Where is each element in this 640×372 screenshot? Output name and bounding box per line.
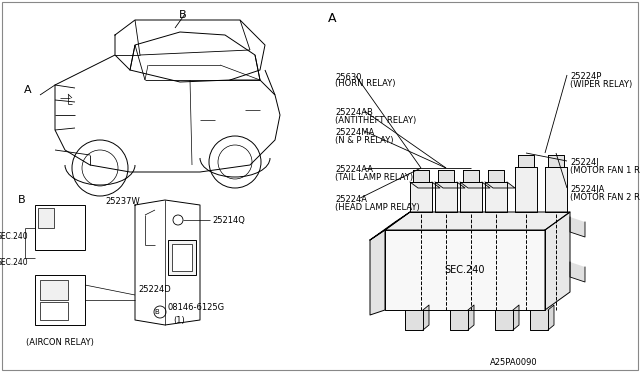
Text: B: B — [179, 10, 187, 20]
Text: (AIRCON RELAY): (AIRCON RELAY) — [26, 338, 94, 347]
Text: SEC.240: SEC.240 — [0, 232, 28, 241]
Text: (1): (1) — [173, 315, 185, 324]
Polygon shape — [468, 305, 474, 330]
Text: 25224J: 25224J — [570, 158, 599, 167]
Polygon shape — [495, 310, 513, 330]
Text: A: A — [328, 12, 337, 25]
Polygon shape — [410, 182, 432, 212]
Polygon shape — [515, 167, 537, 212]
Polygon shape — [463, 170, 479, 182]
Bar — [168, 240, 196, 275]
Polygon shape — [570, 262, 585, 282]
Polygon shape — [385, 212, 570, 230]
Text: 25224MA: 25224MA — [335, 128, 374, 137]
Text: 25224A: 25224A — [335, 195, 367, 204]
Polygon shape — [435, 182, 465, 188]
Text: A: A — [24, 85, 32, 95]
Polygon shape — [413, 170, 429, 182]
Bar — [35, 275, 85, 325]
Text: B: B — [18, 195, 26, 205]
Text: SEC.240: SEC.240 — [445, 265, 485, 275]
Polygon shape — [513, 305, 519, 330]
Text: 25224P: 25224P — [570, 72, 602, 81]
Bar — [35, 205, 85, 250]
Text: A25PA0090: A25PA0090 — [490, 358, 538, 367]
Bar — [40, 302, 68, 320]
Text: (TAIL LAMP RELAY): (TAIL LAMP RELAY) — [335, 173, 413, 182]
Text: 25224JA: 25224JA — [570, 185, 604, 194]
Polygon shape — [485, 182, 515, 188]
Polygon shape — [518, 155, 534, 167]
Polygon shape — [370, 230, 385, 315]
Polygon shape — [410, 182, 440, 188]
Text: (WIPER RELAY): (WIPER RELAY) — [570, 80, 632, 89]
Polygon shape — [370, 212, 410, 240]
Text: (HEAD LAMP RELAY): (HEAD LAMP RELAY) — [335, 203, 420, 212]
Polygon shape — [488, 170, 504, 182]
Polygon shape — [460, 182, 482, 212]
Polygon shape — [450, 310, 468, 330]
Text: (MOTOR FAN 2 RELAY): (MOTOR FAN 2 RELAY) — [570, 193, 640, 202]
Bar — [40, 280, 68, 300]
Polygon shape — [485, 182, 507, 212]
Polygon shape — [570, 217, 585, 237]
Text: SEC.240: SEC.240 — [0, 258, 28, 267]
Polygon shape — [385, 230, 545, 310]
Polygon shape — [548, 155, 564, 167]
Text: 25224AB: 25224AB — [335, 108, 373, 117]
Text: (HORN RELAY): (HORN RELAY) — [335, 79, 396, 88]
Text: 25214Q: 25214Q — [212, 215, 245, 224]
Polygon shape — [548, 305, 554, 330]
Polygon shape — [530, 310, 548, 330]
Text: 25630: 25630 — [335, 73, 362, 82]
Bar — [38, 208, 54, 228]
Text: (MOTOR FAN 1 RELAY): (MOTOR FAN 1 RELAY) — [570, 166, 640, 175]
Text: (N & P RELAY): (N & P RELAY) — [335, 136, 394, 145]
Polygon shape — [438, 170, 454, 182]
Bar — [172, 244, 192, 271]
Text: B: B — [155, 309, 159, 315]
Text: (ANTITHEFT RELAY): (ANTITHEFT RELAY) — [335, 116, 416, 125]
Polygon shape — [545, 167, 567, 212]
Text: 25224AA: 25224AA — [335, 165, 373, 174]
Text: 25224D: 25224D — [138, 285, 171, 295]
Polygon shape — [545, 212, 570, 310]
Polygon shape — [460, 182, 490, 188]
Polygon shape — [423, 305, 429, 330]
Text: 08146-6125G: 08146-6125G — [168, 304, 225, 312]
Text: 25237W: 25237W — [105, 197, 140, 206]
Polygon shape — [435, 182, 457, 212]
Polygon shape — [405, 310, 423, 330]
